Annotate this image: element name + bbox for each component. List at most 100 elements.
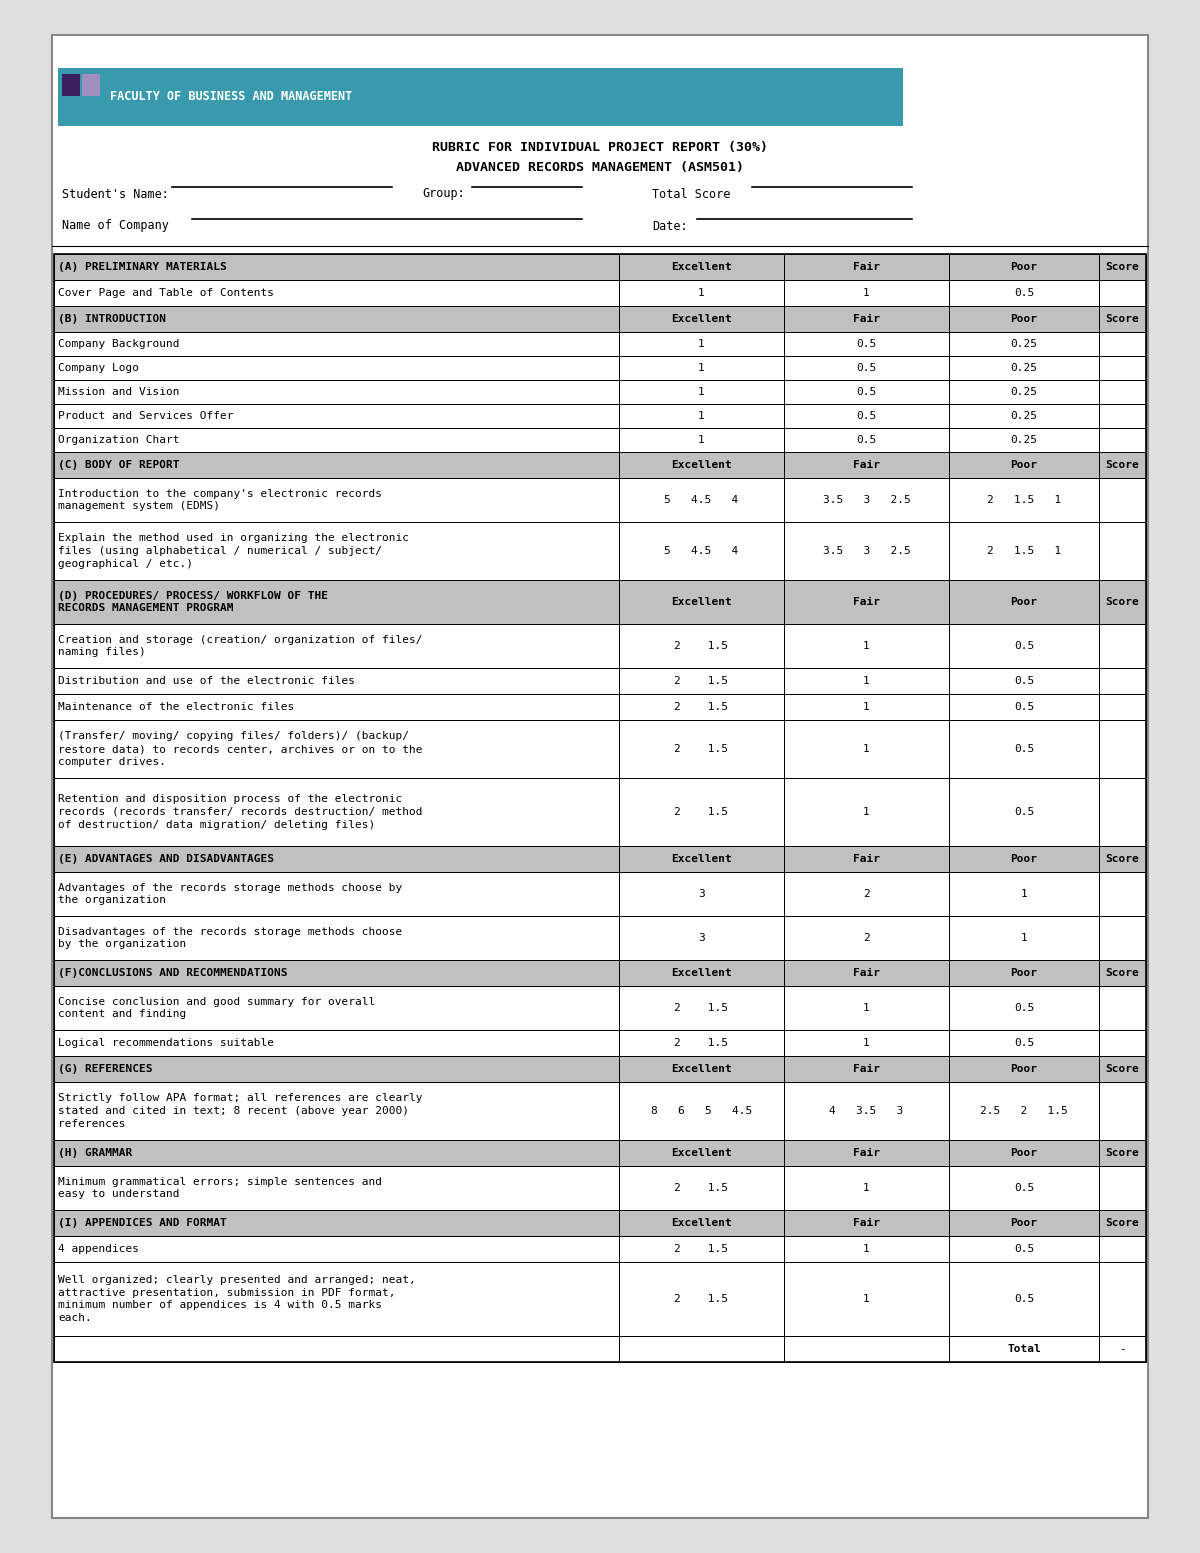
Bar bbox=[619, 1210, 784, 1236]
Bar bbox=[619, 846, 784, 871]
Bar bbox=[54, 452, 619, 478]
Bar bbox=[784, 1140, 949, 1166]
Text: 0.5: 0.5 bbox=[1014, 744, 1034, 755]
Bar bbox=[1099, 522, 1146, 579]
Text: Poor: Poor bbox=[1010, 262, 1038, 272]
Bar bbox=[784, 429, 949, 452]
Text: 5   4.5   4: 5 4.5 4 bbox=[665, 495, 739, 505]
Bar bbox=[949, 255, 1099, 280]
Bar bbox=[54, 960, 619, 986]
Bar bbox=[784, 846, 949, 871]
Bar bbox=[1099, 1166, 1146, 1210]
Bar bbox=[784, 280, 949, 306]
Text: 0.5: 0.5 bbox=[1014, 1037, 1034, 1048]
Bar bbox=[619, 778, 784, 846]
Text: Cover Page and Table of Contents: Cover Page and Table of Contents bbox=[58, 287, 274, 298]
Text: Excellent: Excellent bbox=[671, 854, 732, 863]
Text: (Transfer/ moving/ copying files/ folders)/ (backup/
restore data) to records ce: (Transfer/ moving/ copying files/ folder… bbox=[58, 731, 422, 767]
Bar bbox=[54, 846, 619, 871]
Bar bbox=[949, 280, 1099, 306]
Bar bbox=[1099, 332, 1146, 356]
Bar bbox=[784, 452, 949, 478]
Bar bbox=[619, 1082, 784, 1140]
Bar bbox=[619, 280, 784, 306]
Text: Score: Score bbox=[1105, 1148, 1139, 1159]
Bar bbox=[54, 306, 619, 332]
Bar bbox=[1099, 280, 1146, 306]
Bar bbox=[1099, 429, 1146, 452]
Text: Date:: Date: bbox=[652, 219, 688, 233]
Text: 1: 1 bbox=[863, 744, 870, 755]
Bar bbox=[619, 1236, 784, 1263]
Bar bbox=[619, 380, 784, 404]
Text: 0.25: 0.25 bbox=[1010, 412, 1038, 421]
Bar bbox=[619, 721, 784, 778]
Text: 2    1.5: 2 1.5 bbox=[674, 808, 728, 817]
Text: 0.5: 0.5 bbox=[857, 363, 877, 373]
Bar bbox=[784, 1210, 949, 1236]
Text: (A) PRELIMINARY MATERIALS: (A) PRELIMINARY MATERIALS bbox=[58, 262, 227, 272]
Bar bbox=[949, 404, 1099, 429]
Bar bbox=[619, 306, 784, 332]
Text: 2   1.5   1: 2 1.5 1 bbox=[986, 495, 1061, 505]
Bar bbox=[949, 1140, 1099, 1166]
Bar bbox=[949, 1030, 1099, 1056]
Text: 0.5: 0.5 bbox=[857, 435, 877, 446]
Bar bbox=[619, 694, 784, 721]
Bar bbox=[784, 916, 949, 960]
Text: Score: Score bbox=[1105, 460, 1139, 471]
Bar bbox=[58, 68, 904, 126]
Bar bbox=[784, 871, 949, 916]
Text: 2    1.5: 2 1.5 bbox=[674, 1294, 728, 1305]
Text: Fair: Fair bbox=[853, 1148, 880, 1159]
Bar bbox=[1099, 778, 1146, 846]
Text: Total Score: Total Score bbox=[652, 188, 731, 200]
Text: 0.5: 0.5 bbox=[1014, 1294, 1034, 1305]
Bar bbox=[784, 306, 949, 332]
Text: 0.5: 0.5 bbox=[1014, 1003, 1034, 1013]
Text: 1: 1 bbox=[863, 676, 870, 686]
Text: Fair: Fair bbox=[853, 596, 880, 607]
Bar bbox=[1099, 960, 1146, 986]
Bar bbox=[1099, 452, 1146, 478]
Bar bbox=[1099, 380, 1146, 404]
Bar bbox=[949, 380, 1099, 404]
Bar bbox=[784, 986, 949, 1030]
Bar bbox=[949, 1056, 1099, 1082]
Bar bbox=[1099, 721, 1146, 778]
Text: -: - bbox=[1120, 1343, 1126, 1354]
Text: Poor: Poor bbox=[1010, 596, 1038, 607]
Text: ADVANCED RECORDS MANAGEMENT (ASM501): ADVANCED RECORDS MANAGEMENT (ASM501) bbox=[456, 162, 744, 174]
Bar bbox=[54, 255, 619, 280]
Bar bbox=[54, 1140, 619, 1166]
Text: Disadvantages of the records storage methods choose
by the organization: Disadvantages of the records storage met… bbox=[58, 927, 402, 949]
Bar bbox=[619, 1140, 784, 1166]
Bar bbox=[54, 986, 619, 1030]
Bar bbox=[1099, 356, 1146, 380]
Text: 2    1.5: 2 1.5 bbox=[674, 1037, 728, 1048]
Bar bbox=[784, 579, 949, 624]
Bar bbox=[54, 1336, 619, 1362]
Bar bbox=[784, 380, 949, 404]
Text: 1: 1 bbox=[863, 1294, 870, 1305]
Bar bbox=[54, 429, 619, 452]
Bar bbox=[949, 478, 1099, 522]
Bar bbox=[619, 255, 784, 280]
Text: 2    1.5: 2 1.5 bbox=[674, 641, 728, 651]
Bar bbox=[619, 579, 784, 624]
Bar bbox=[784, 1056, 949, 1082]
Text: (I) APPENDICES AND FORMAT: (I) APPENDICES AND FORMAT bbox=[58, 1218, 227, 1228]
Text: Excellent: Excellent bbox=[671, 314, 732, 325]
Text: 0.5: 0.5 bbox=[1014, 808, 1034, 817]
Text: 2: 2 bbox=[863, 933, 870, 943]
Bar bbox=[949, 1336, 1099, 1362]
Bar bbox=[54, 356, 619, 380]
Text: Organization Chart: Organization Chart bbox=[58, 435, 180, 446]
Bar bbox=[619, 1263, 784, 1336]
Bar bbox=[1099, 871, 1146, 916]
Bar bbox=[1099, 1030, 1146, 1056]
Text: Poor: Poor bbox=[1010, 1064, 1038, 1075]
Bar bbox=[54, 778, 619, 846]
Text: 0.5: 0.5 bbox=[857, 339, 877, 349]
Bar bbox=[82, 75, 100, 120]
